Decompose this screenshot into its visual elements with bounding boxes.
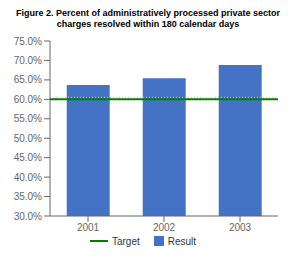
svg-text:75.0%: 75.0% <box>14 35 42 46</box>
svg-text:45.0%: 45.0% <box>14 152 42 163</box>
svg-text:50.0%: 50.0% <box>14 132 42 143</box>
html-text:Target: Target <box>111 235 140 247</box>
svg-text:55.0%: 55.0% <box>14 113 42 124</box>
html-text:Result: Result <box>167 235 197 247</box>
html-text:Figure 2. Percent of administr: Figure 2. Percent of administratively pr… <box>15 8 280 18</box>
svg-text:2001: 2001 <box>77 222 100 233</box>
svg-text:35.0%: 35.0% <box>14 191 42 202</box>
svg-text:60.0%: 60.0% <box>14 93 42 104</box>
svg-text:65.0%: 65.0% <box>14 74 42 85</box>
svg-text:70.0%: 70.0% <box>14 54 42 65</box>
html-text:charges resolved within 180 ca: charges resolved within 180 calendar day… <box>56 19 240 30</box>
svg-text:2003: 2003 <box>229 222 252 233</box>
svg-text:40.0%: 40.0% <box>14 171 42 182</box>
svg-text:2002: 2002 <box>153 222 176 233</box>
svg-text:30.0%: 30.0% <box>14 210 42 221</box>
